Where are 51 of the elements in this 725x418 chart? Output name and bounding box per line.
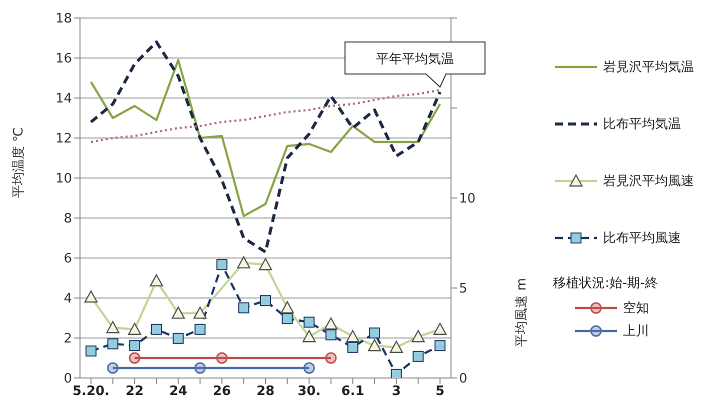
line-series xyxy=(90,40,442,254)
y-tick-label: 6 xyxy=(64,252,72,267)
legend-label: 岩見沢平均風速 xyxy=(603,172,694,190)
y-tick-label: 16 xyxy=(55,52,72,67)
point xyxy=(107,338,118,350)
point xyxy=(194,324,206,335)
point xyxy=(304,316,315,328)
line-series xyxy=(90,88,442,144)
point xyxy=(129,340,140,352)
y-tick-label: 2 xyxy=(64,332,72,347)
x-tick-label: 3 xyxy=(392,384,401,400)
legend-label: 空知 xyxy=(623,300,649,316)
y-tick-label: 8 xyxy=(64,212,72,227)
legend-label: 比布平均気温 xyxy=(603,116,681,132)
y-tick-label: 12 xyxy=(55,132,72,147)
point xyxy=(238,302,250,314)
point xyxy=(347,342,358,353)
x-tick-label: 26 xyxy=(212,384,231,400)
point xyxy=(369,328,380,338)
legend-label: 岩見沢平均気温 xyxy=(603,58,694,76)
point xyxy=(260,295,271,306)
x-tick-label: 22 xyxy=(126,384,144,400)
y2-tick-label: 10 xyxy=(459,192,476,207)
y-tick-label: 4 xyxy=(64,292,72,307)
annotation: 平年平均気温 xyxy=(376,52,454,67)
y2-axis-title: 平均風速 m xyxy=(514,278,530,347)
point xyxy=(86,346,96,356)
x-tick-label: 5.20. xyxy=(72,384,110,400)
point xyxy=(216,259,228,270)
point xyxy=(172,332,184,344)
point xyxy=(412,350,424,362)
point xyxy=(434,340,446,352)
x-tick-label: 5 xyxy=(435,384,445,400)
legend-label: 比布平均風速 xyxy=(603,230,681,246)
legend-label: 上川 xyxy=(623,322,649,340)
x-tick-label: 30. xyxy=(298,384,321,400)
y2-tick-label: 5 xyxy=(459,282,468,297)
y-tick-label: 18 xyxy=(55,12,72,27)
legend-title: 移植状況:始-期-終 xyxy=(553,275,659,292)
x-tick-label: 28 xyxy=(256,384,275,400)
point xyxy=(150,324,162,335)
y-tick-label: 10 xyxy=(55,172,72,187)
y2-tick-label: 0 xyxy=(459,372,468,387)
point xyxy=(282,313,293,324)
x-tick-label: 24 xyxy=(169,384,188,400)
y-tick-label: 14 xyxy=(55,92,72,107)
x-tick-label: 6.1 xyxy=(341,384,364,400)
point xyxy=(325,329,336,340)
y-axis-title: 平均温度 ℃ xyxy=(10,127,27,198)
y-tick-label: 0 xyxy=(64,372,72,387)
point xyxy=(390,368,402,378)
